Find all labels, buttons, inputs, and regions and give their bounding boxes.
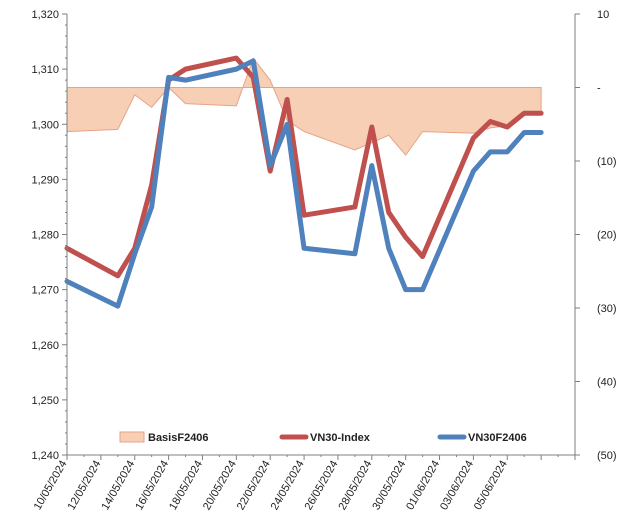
y-right-tick-label: 10 — [597, 9, 609, 21]
y-right-tick-label: (40) — [597, 377, 617, 389]
x-tick-label: 10/05/2024 — [32, 459, 70, 513]
y-left-tick-label: 1,270 — [31, 285, 59, 297]
x-tick-label: 26/05/2024 — [303, 459, 341, 513]
legend-label-vn30f2406: VN30F2406 — [468, 432, 527, 444]
x-tick-label: 24/05/2024 — [269, 459, 307, 513]
x-tick-label: 16/05/2024 — [133, 459, 171, 513]
x-tick-label: 01/06/2024 — [404, 459, 442, 513]
x-tick-label: 12/05/2024 — [66, 459, 104, 513]
x-tick-label: 18/05/2024 — [167, 459, 205, 513]
y-left-tick-label: 1,320 — [31, 9, 59, 21]
y-right-tick-label: (10) — [597, 156, 617, 168]
y-right-tick-label: (30) — [597, 303, 617, 315]
legend-label-vn30-index: VN30-Index — [310, 432, 371, 444]
y-right-tick-label: - — [597, 83, 601, 95]
y-right-tick-label: (20) — [597, 230, 617, 242]
y-right-tick-label: (50) — [597, 450, 617, 462]
x-tick-label: 30/05/2024 — [370, 459, 408, 513]
legend-swatch-basisf2406 — [119, 431, 145, 443]
y-left-tick-label: 1,250 — [31, 395, 59, 407]
y-left-tick-label: 1,260 — [31, 340, 59, 352]
legend-label-basisf2406: BasisF2406 — [148, 432, 209, 444]
y-left-tick-label: 1,300 — [31, 119, 59, 131]
x-tick-label: 14/05/2024 — [99, 459, 137, 513]
y-left-tick-label: 1,310 — [31, 64, 59, 76]
y-left-tick-label: 1,290 — [31, 174, 59, 186]
y-left-tick-label: 1,240 — [31, 450, 59, 462]
x-tick-label: 28/05/2024 — [336, 459, 374, 513]
x-tick-label: 20/05/2024 — [201, 459, 239, 513]
x-tick-label: 22/05/2024 — [235, 459, 273, 513]
legend: BasisF2406 VN30-Index VN30F2406 — [119, 431, 527, 444]
y-left-tick-label: 1,280 — [31, 230, 59, 242]
x-tick-label: 05/06/2024 — [472, 459, 510, 513]
x-tick-label: 03/06/2024 — [438, 459, 476, 513]
